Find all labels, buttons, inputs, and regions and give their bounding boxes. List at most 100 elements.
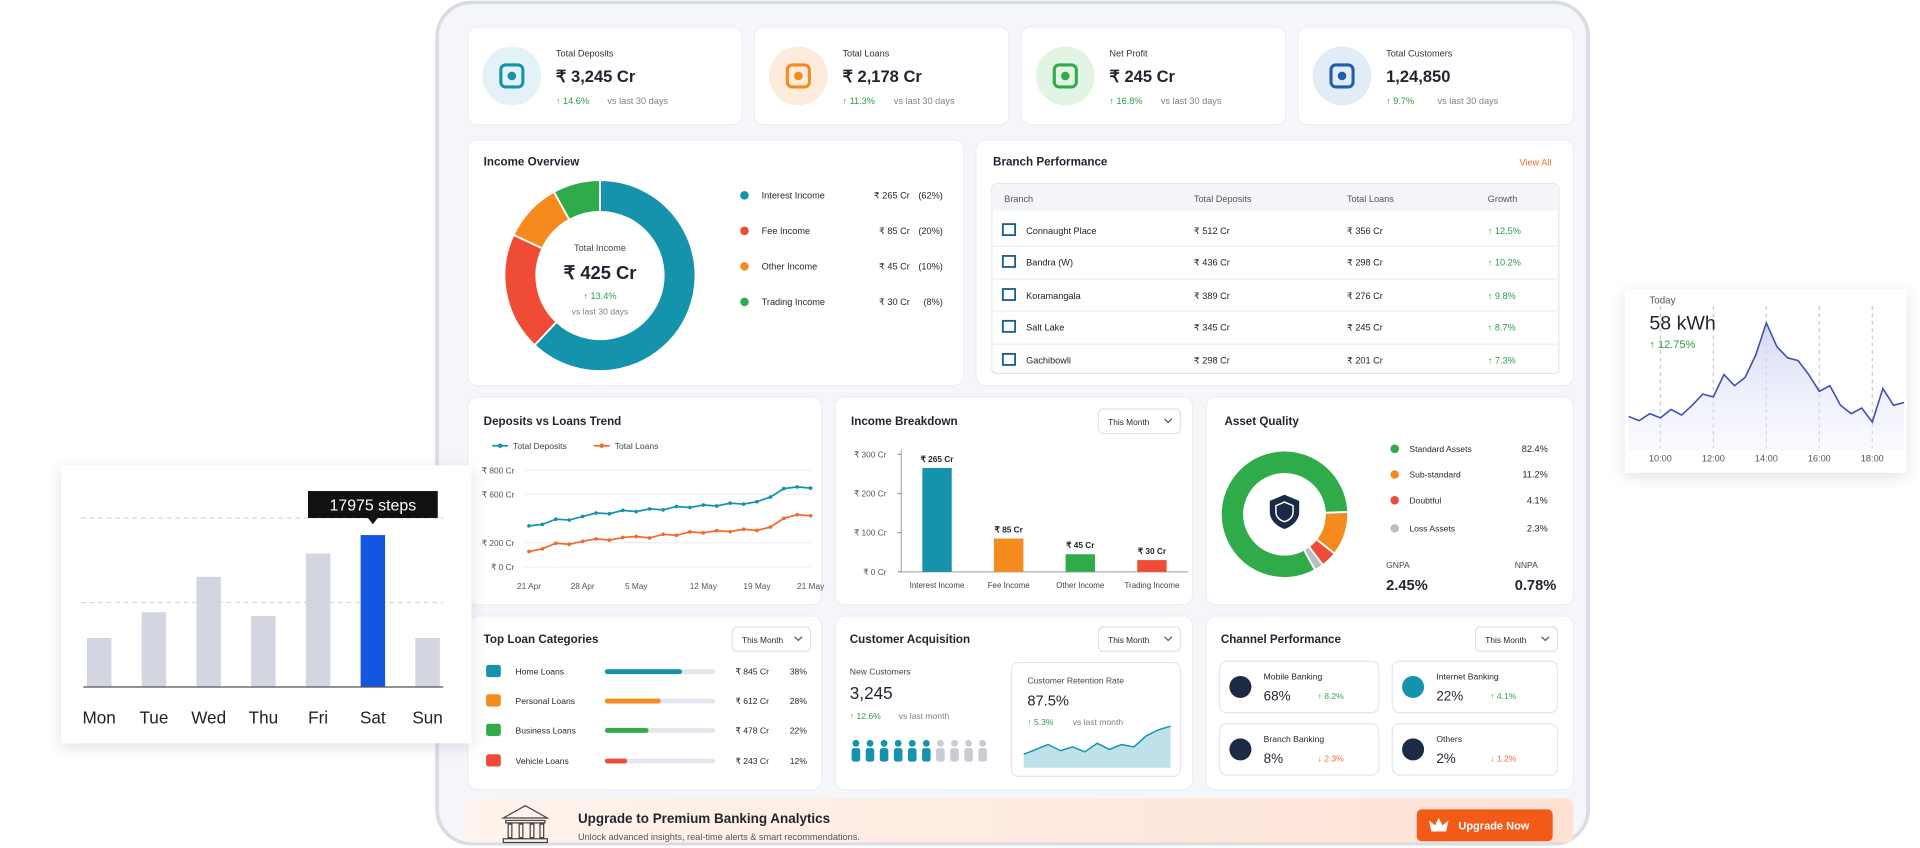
table-header: Total Loans	[1347, 194, 1394, 204]
channel-name: Branch Banking	[1264, 734, 1325, 744]
legend-share: (8%)	[923, 297, 942, 307]
kpi-icon-dot	[1061, 71, 1070, 81]
person-head	[922, 739, 930, 747]
series-point	[688, 505, 692, 510]
series-point	[634, 534, 639, 539]
kpi-value: ₹ 3,245 Cr	[556, 67, 636, 86]
legend-share: (62%)	[918, 190, 942, 200]
dropdown[interactable]	[1474, 626, 1559, 653]
x-tick-label: 21 May	[797, 581, 825, 591]
kpi-icon-dot	[1337, 71, 1347, 81]
series-point	[540, 522, 545, 527]
kpi-period: vs last 30 days	[894, 96, 955, 106]
series-point	[634, 509, 639, 514]
legend-name: Standard Assets	[1409, 444, 1471, 454]
donut-slice	[1302, 545, 1325, 572]
series-point	[527, 524, 531, 528]
series-point	[661, 508, 665, 512]
kpi-period: vs last 30 days	[1161, 96, 1222, 106]
branch-icon	[1001, 319, 1017, 333]
kpi-icon	[499, 63, 525, 89]
x-tick-label: Fri	[308, 708, 328, 728]
x-tick-label: 10:00	[1649, 454, 1672, 464]
card-title: Deposits vs Loans Trend	[484, 415, 622, 428]
bar	[415, 637, 440, 687]
loan-icon	[486, 664, 501, 678]
channel-name: Internet Banking	[1436, 672, 1499, 682]
x-tick-label: Interest Income	[910, 581, 965, 590]
bar-value-label: ₹ 85 Cr	[994, 524, 1023, 534]
bar	[993, 538, 1024, 572]
channel-tile	[1218, 723, 1380, 776]
center-label: Total Income	[574, 243, 626, 253]
y-tick-label: ₹ 300 Cr	[854, 449, 887, 459]
series-point	[688, 530, 692, 534]
crown-icon	[1428, 817, 1449, 832]
view-all-link[interactable]: View All	[1519, 157, 1551, 167]
legend-name: Interest Income	[762, 190, 825, 200]
bar-value-label: ₹ 265 Cr	[921, 454, 955, 464]
person-body	[964, 748, 973, 762]
x-tick-label: Sat	[360, 708, 386, 728]
person-body	[851, 748, 861, 762]
person-head	[965, 739, 972, 747]
person-body	[865, 748, 875, 762]
dropdown[interactable]	[1097, 408, 1182, 435]
upgrade-banner	[465, 798, 1574, 843]
legend-dot	[1390, 524, 1399, 533]
series-point	[661, 532, 665, 537]
branch-icon	[1001, 288, 1017, 301]
dropdown-label[interactable]: This Month	[1485, 635, 1526, 645]
legend-dot	[1390, 495, 1399, 505]
channel-share: 2%	[1436, 751, 1455, 766]
person-head	[979, 739, 987, 747]
legend-name: Sub-standard	[1409, 470, 1461, 480]
y-tick-label: ₹ 0 Cr	[863, 567, 887, 577]
legend-name: Loss Assets	[1409, 523, 1455, 533]
person-body	[907, 748, 917, 762]
series-point	[781, 516, 786, 521]
tooltip-pointer	[367, 517, 378, 525]
dropdown[interactable]	[1097, 626, 1182, 653]
kpi-value: ₹ 245 Cr	[1109, 67, 1175, 86]
channel-change: ↓ 2.3%	[1318, 754, 1345, 764]
dropdown-label[interactable]: This Month	[1108, 635, 1149, 645]
bar-value-label: ₹ 45 Cr	[1066, 540, 1095, 550]
series-point	[728, 529, 732, 534]
kpi-card	[467, 26, 743, 126]
channel-name: Mobile Banking	[1264, 672, 1323, 682]
y-tick-label: ₹ 200 Cr	[482, 538, 515, 548]
kpi-value: 1,24,850	[1386, 67, 1450, 86]
dropdown-label[interactable]: This Month	[742, 635, 783, 645]
kpi-change: ↑ 14.6%	[556, 96, 589, 106]
upgrade-button[interactable]	[1416, 809, 1553, 842]
widget-value: 58 kWh	[1649, 312, 1715, 334]
kpi-icon	[785, 63, 811, 89]
metric-value: 87.5%	[1027, 693, 1069, 709]
bar	[305, 553, 331, 687]
legend-dot	[740, 226, 749, 236]
tooltip-text: 17975 steps	[330, 498, 417, 515]
table-cell: ₹ 201 Cr	[1347, 356, 1383, 366]
chevron	[1541, 636, 1550, 642]
dropdown-label[interactable]: This Month	[1108, 417, 1149, 427]
table-cell: ↑ 8.7%	[1488, 323, 1516, 333]
kpi-period: vs last 30 days	[1438, 96, 1499, 106]
card-title: Customer Acquisition	[850, 633, 970, 646]
upgrade-button-label[interactable]: Upgrade Now	[1458, 821, 1529, 833]
legend-name: Other Income	[762, 261, 818, 271]
kpi-label: Total Deposits	[556, 48, 614, 58]
progress-bar	[604, 758, 628, 764]
kpi-change: ↑ 9.7%	[1386, 96, 1414, 106]
table-header-bg	[993, 184, 1558, 211]
loan-share: 28%	[790, 696, 808, 706]
center-value: ₹ 425 Cr	[564, 262, 637, 283]
loan-value: ₹ 845 Cr	[735, 667, 769, 677]
person-body	[950, 748, 959, 762]
card-title: Income Breakdown	[851, 415, 958, 428]
table-header: Branch	[1004, 194, 1033, 204]
person-body	[936, 748, 945, 762]
series-line	[1628, 320, 1905, 424]
table-cell: ₹ 356 Cr	[1347, 226, 1383, 236]
dropdown[interactable]	[731, 626, 812, 653]
